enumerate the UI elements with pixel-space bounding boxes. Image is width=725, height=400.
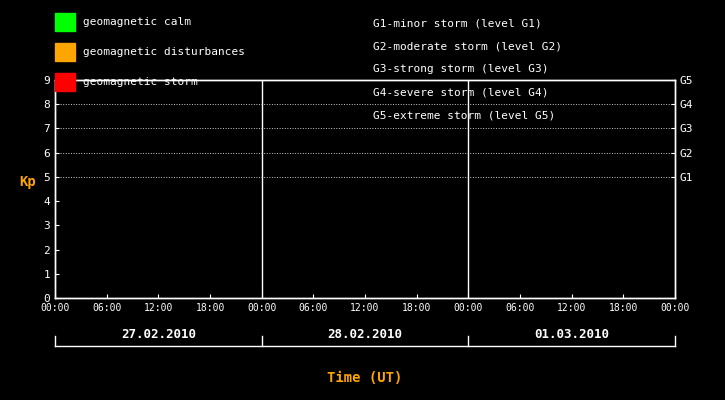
Text: G5-extreme storm (level G5): G5-extreme storm (level G5) [373,111,555,121]
Y-axis label: Kp: Kp [19,175,36,189]
Text: geomagnetic storm: geomagnetic storm [83,77,198,87]
Text: G1-minor storm (level G1): G1-minor storm (level G1) [373,18,542,28]
Text: G4-severe storm (level G4): G4-severe storm (level G4) [373,88,549,98]
Text: G2-moderate storm (level G2): G2-moderate storm (level G2) [373,41,563,51]
Text: geomagnetic calm: geomagnetic calm [83,17,191,27]
Text: Time (UT): Time (UT) [328,371,402,385]
Text: 28.02.2010: 28.02.2010 [328,328,402,340]
Text: geomagnetic disturbances: geomagnetic disturbances [83,47,245,57]
Text: G3-strong storm (level G3): G3-strong storm (level G3) [373,64,549,74]
Text: 01.03.2010: 01.03.2010 [534,328,609,340]
Text: 27.02.2010: 27.02.2010 [121,328,196,340]
